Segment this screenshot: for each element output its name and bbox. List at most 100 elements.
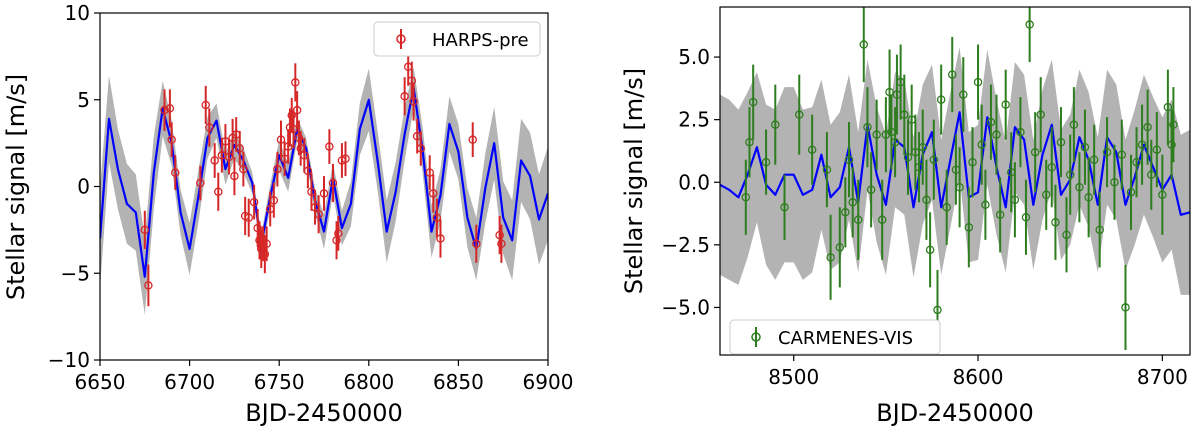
left-point-marker: [314, 210, 323, 219]
right-data-point: [959, 57, 968, 133]
right-point-marker: [807, 145, 817, 154]
right-data-point: [748, 64, 758, 140]
left-data-point: [291, 63, 300, 102]
right-y-tick-label: −2.5: [661, 233, 710, 257]
right-point-marker: [929, 155, 939, 164]
right-data-point: [795, 74, 804, 155]
right-point-marker: [761, 157, 771, 167]
right-point-marker: [1069, 120, 1079, 129]
left-data-point: [273, 151, 282, 187]
left-data-point: [239, 151, 248, 187]
right-point-marker: [922, 195, 931, 205]
left-data-point: [140, 210, 150, 249]
right-data-point: [1143, 89, 1152, 165]
right-point-marker: [942, 203, 951, 212]
left-point-marker: [291, 78, 300, 87]
left-point-marker: [244, 213, 253, 222]
right-point-marker: [1062, 230, 1071, 240]
left-data-point: [341, 141, 350, 177]
right-data-point: [1163, 69, 1173, 145]
right-data-point: [807, 114, 817, 185]
right-point-marker: [1095, 225, 1104, 235]
left-data-point: [171, 155, 180, 190]
left-axes: 6650 6700 6750 6800 6850 6900 −10 −5 0 5 10: [48, 1, 574, 394]
left-point-marker: [201, 100, 210, 110]
right-data-point: [885, 49, 894, 135]
left-legend-marker: [396, 34, 406, 44]
left-data-point: [269, 183, 279, 218]
left-data-point: [260, 235, 270, 274]
left-y-axis-label: Stellar signal [m/s]: [2, 74, 30, 300]
right-data-point: [866, 152, 876, 228]
right-point-marker: [780, 203, 789, 212]
right-point-marker: [955, 183, 964, 192]
right-data-point: [844, 122, 854, 198]
left-point-marker: [249, 197, 259, 207]
right-data-point: [1030, 112, 1040, 193]
right-point-marker: [877, 215, 887, 225]
right-point-marker: [1030, 147, 1040, 157]
right-point-marker: [1089, 155, 1099, 164]
left-data-point: [214, 172, 223, 211]
right-point-marker: [1110, 178, 1119, 187]
left-data-point: [201, 85, 210, 125]
right-data-point: [853, 179, 863, 260]
right-point-marker: [1080, 142, 1090, 152]
left-point-marker: [235, 144, 245, 153]
left-point-marker: [171, 168, 180, 177]
right-data-point: [1137, 104, 1147, 185]
right-plot-area: [720, 7, 1190, 350]
right-data-point: [1089, 124, 1099, 195]
right-data-point: [859, 7, 869, 83]
left-data-point: [303, 153, 313, 189]
left-data-point: [319, 176, 329, 211]
right-point-marker: [1047, 162, 1057, 172]
right-x-tick-label: 8600: [953, 365, 1004, 389]
right-point-marker: [1010, 195, 1020, 205]
left-point-marker: [334, 229, 343, 238]
right-point-marker: [859, 40, 869, 49]
right-data-point: [835, 207, 845, 288]
right-data-point: [922, 159, 931, 240]
right-point-marker: [822, 165, 832, 174]
left-point-marker: [468, 135, 477, 144]
right-data-point: [771, 84, 780, 165]
right-data-point: [848, 167, 857, 238]
right-point-marker: [853, 215, 863, 225]
right-data-point: [1041, 159, 1051, 230]
right-point-marker: [947, 70, 957, 79]
left-data-point: [292, 91, 302, 130]
right-data-point: [903, 119, 913, 195]
right-point-marker: [1169, 120, 1178, 129]
right-data-point: [1025, 7, 1034, 63]
right-point-marker: [1132, 157, 1141, 167]
left-data-point: [262, 226, 271, 262]
left-data-point: [400, 77, 409, 116]
left-point-marker: [400, 92, 409, 101]
right-data-point: [890, 107, 900, 178]
left-data-point: [210, 143, 219, 178]
left-data-point: [294, 120, 304, 156]
right-point-marker: [1102, 147, 1112, 157]
left-point-marker: [205, 123, 214, 132]
right-data-point: [955, 147, 964, 228]
right-data-point: [925, 212, 935, 288]
right-point-marker: [741, 193, 751, 202]
left-data-point: [235, 130, 245, 166]
left-data-point: [276, 120, 286, 159]
right-point-marker: [771, 120, 780, 129]
right-data-point: [964, 187, 974, 268]
right-data-point: [947, 37, 957, 113]
right-data-point: [1047, 127, 1057, 208]
left-y-tick-label: 5: [77, 88, 90, 112]
left-x-tick-label: 6850: [433, 370, 484, 394]
right-y-tick-label: 0.0: [678, 170, 710, 194]
left-point-marker: [495, 230, 504, 240]
right-axes: 8500 8600 8700 −5.0 −2.5 0.0 2.5 5.0: [661, 45, 1187, 389]
right-data-point: [1036, 77, 1045, 153]
left-point-marker: [292, 105, 302, 115]
left-point-marker: [425, 168, 434, 177]
left-data-point: [249, 184, 259, 220]
right-data-point: [981, 169, 990, 240]
left-point-marker: [160, 105, 169, 115]
